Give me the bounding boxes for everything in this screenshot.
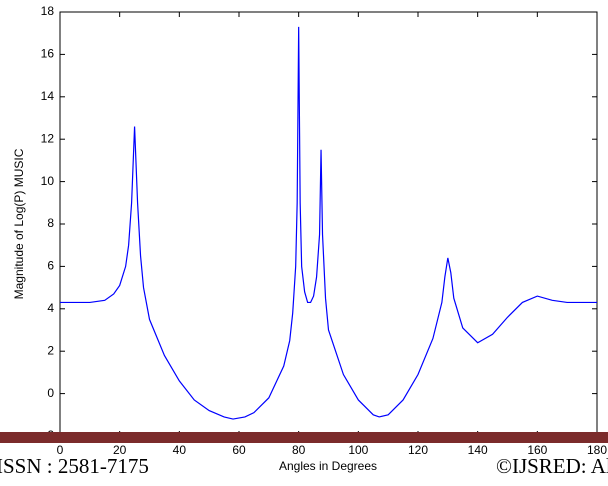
y-tick-label: 10	[41, 174, 55, 188]
x-tick-label: 40	[173, 443, 187, 457]
x-tick-label: 80	[292, 443, 306, 457]
footer-bar	[0, 432, 608, 443]
x-tick-label: 120	[408, 443, 428, 457]
x-tick-label: 100	[348, 443, 368, 457]
y-tick-label: 8	[47, 216, 54, 230]
y-tick-label: 12	[41, 131, 55, 145]
data-line	[60, 26, 597, 420]
x-tick-label: 160	[527, 443, 547, 457]
y-tick-label: 18	[41, 4, 55, 18]
y-tick-label: 14	[41, 89, 55, 103]
y-tick-label: 16	[41, 47, 55, 61]
x-tick-label: 60	[232, 443, 246, 457]
y-tick-label: 0	[47, 386, 54, 400]
x-tick-label: 140	[468, 443, 488, 457]
y-tick-label: 4	[47, 301, 54, 315]
y-tick-label: 2	[47, 343, 54, 357]
x-tick-label: 0	[57, 443, 64, 457]
plot-area	[59, 11, 598, 437]
y-tick-label: 6	[47, 259, 54, 273]
footer-right: ©IJSRED: All	[496, 454, 608, 478]
footer-left: ISSN : 2581-7175	[0, 454, 149, 478]
y-axis-label: Magnitude of Log(P) MUSIC	[12, 148, 26, 299]
x-tick-label: 180	[587, 443, 607, 457]
x-tick-label: 20	[113, 443, 127, 457]
x-axis-label: Angles in Degrees	[279, 459, 377, 473]
